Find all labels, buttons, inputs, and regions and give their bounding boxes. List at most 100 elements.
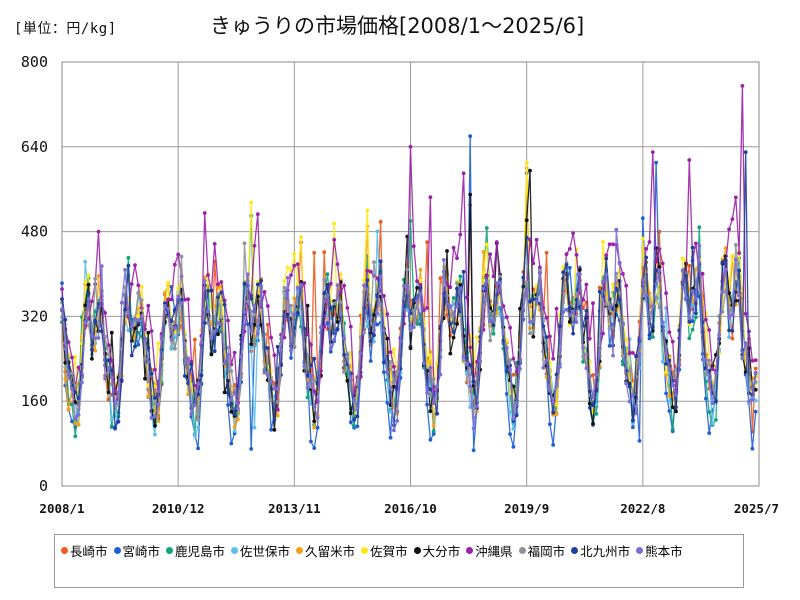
data-point — [345, 306, 350, 310]
data-point — [86, 291, 91, 296]
data-point — [584, 282, 589, 287]
data-point — [418, 278, 423, 283]
data-point — [335, 283, 340, 287]
data-point — [342, 352, 346, 357]
data-point — [182, 374, 187, 378]
data-point — [425, 390, 429, 395]
data-point — [305, 373, 310, 378]
data-point — [322, 291, 327, 296]
data-point — [504, 369, 509, 374]
data-point — [650, 325, 655, 330]
data-point — [265, 304, 270, 308]
data-point — [352, 398, 356, 402]
data-point — [727, 316, 731, 320]
data-point — [554, 412, 559, 417]
data-point — [587, 401, 592, 406]
data-point — [654, 282, 658, 286]
data-point — [332, 337, 337, 342]
data-point — [73, 416, 78, 421]
data-point — [411, 308, 416, 313]
data-point — [172, 346, 177, 351]
data-point — [345, 353, 350, 357]
data-point — [372, 260, 376, 264]
data-point — [684, 273, 688, 278]
data-point — [494, 281, 499, 285]
data-point — [226, 403, 230, 407]
data-point — [640, 216, 645, 221]
data-point — [733, 290, 738, 294]
data-point — [156, 402, 161, 407]
legend-marker-icon — [636, 547, 644, 554]
data-point — [70, 387, 74, 391]
data-point — [624, 337, 629, 342]
data-point — [179, 301, 184, 306]
legend-label: 北九州市 — [580, 544, 631, 559]
data-point — [232, 390, 237, 395]
data-point — [182, 361, 187, 366]
data-point — [591, 421, 595, 426]
data-point — [252, 344, 257, 348]
data-point — [86, 296, 91, 301]
data-point — [166, 280, 171, 285]
data-point — [740, 356, 745, 361]
data-point — [385, 336, 390, 341]
data-point — [704, 379, 708, 384]
data-point — [365, 268, 370, 273]
data-point — [667, 409, 672, 413]
data-point — [484, 279, 489, 284]
data-point — [249, 342, 254, 347]
data-point — [99, 264, 104, 268]
data-point — [524, 235, 529, 240]
data-point — [594, 412, 599, 416]
data-point — [431, 377, 436, 382]
legend-label: 宮崎市 — [122, 544, 161, 559]
data-point — [222, 302, 227, 307]
data-point — [411, 325, 416, 330]
data-point — [607, 344, 612, 348]
data-point — [664, 362, 668, 366]
data-point — [109, 368, 114, 373]
data-point — [687, 158, 692, 162]
data-point — [179, 254, 184, 259]
data-point — [551, 356, 556, 361]
data-point — [471, 426, 476, 431]
data-point — [481, 270, 486, 275]
data-point — [328, 349, 333, 354]
x-tick-label: 2016/10 — [384, 501, 437, 516]
data-point — [425, 240, 429, 245]
data-point — [484, 226, 489, 230]
data-point — [295, 262, 300, 266]
y-tick-label: 320 — [21, 307, 48, 325]
data-point — [116, 390, 121, 395]
data-point — [690, 289, 695, 293]
data-point — [83, 303, 88, 308]
data-point — [216, 320, 220, 325]
data-point — [451, 335, 456, 340]
data-point — [514, 402, 519, 406]
data-point — [458, 282, 463, 287]
data-point — [322, 324, 327, 329]
data-point — [159, 337, 164, 341]
data-point — [242, 281, 247, 286]
y-tick-label: 160 — [21, 392, 48, 410]
data-point — [687, 263, 692, 268]
data-point — [265, 346, 270, 350]
data-point — [581, 297, 585, 302]
data-point — [226, 318, 230, 323]
data-point — [335, 326, 340, 331]
data-point — [113, 425, 117, 430]
data-point — [451, 245, 456, 250]
data-point — [551, 400, 556, 405]
data-point — [269, 335, 273, 340]
data-point — [388, 435, 393, 440]
data-point — [242, 310, 247, 314]
data-point — [604, 253, 609, 258]
data-point — [146, 330, 151, 335]
data-point — [541, 365, 546, 370]
data-point — [475, 335, 479, 340]
data-point — [704, 396, 708, 401]
data-point — [96, 336, 101, 340]
data-point — [597, 353, 602, 358]
data-point — [375, 311, 380, 316]
data-point — [385, 312, 390, 316]
